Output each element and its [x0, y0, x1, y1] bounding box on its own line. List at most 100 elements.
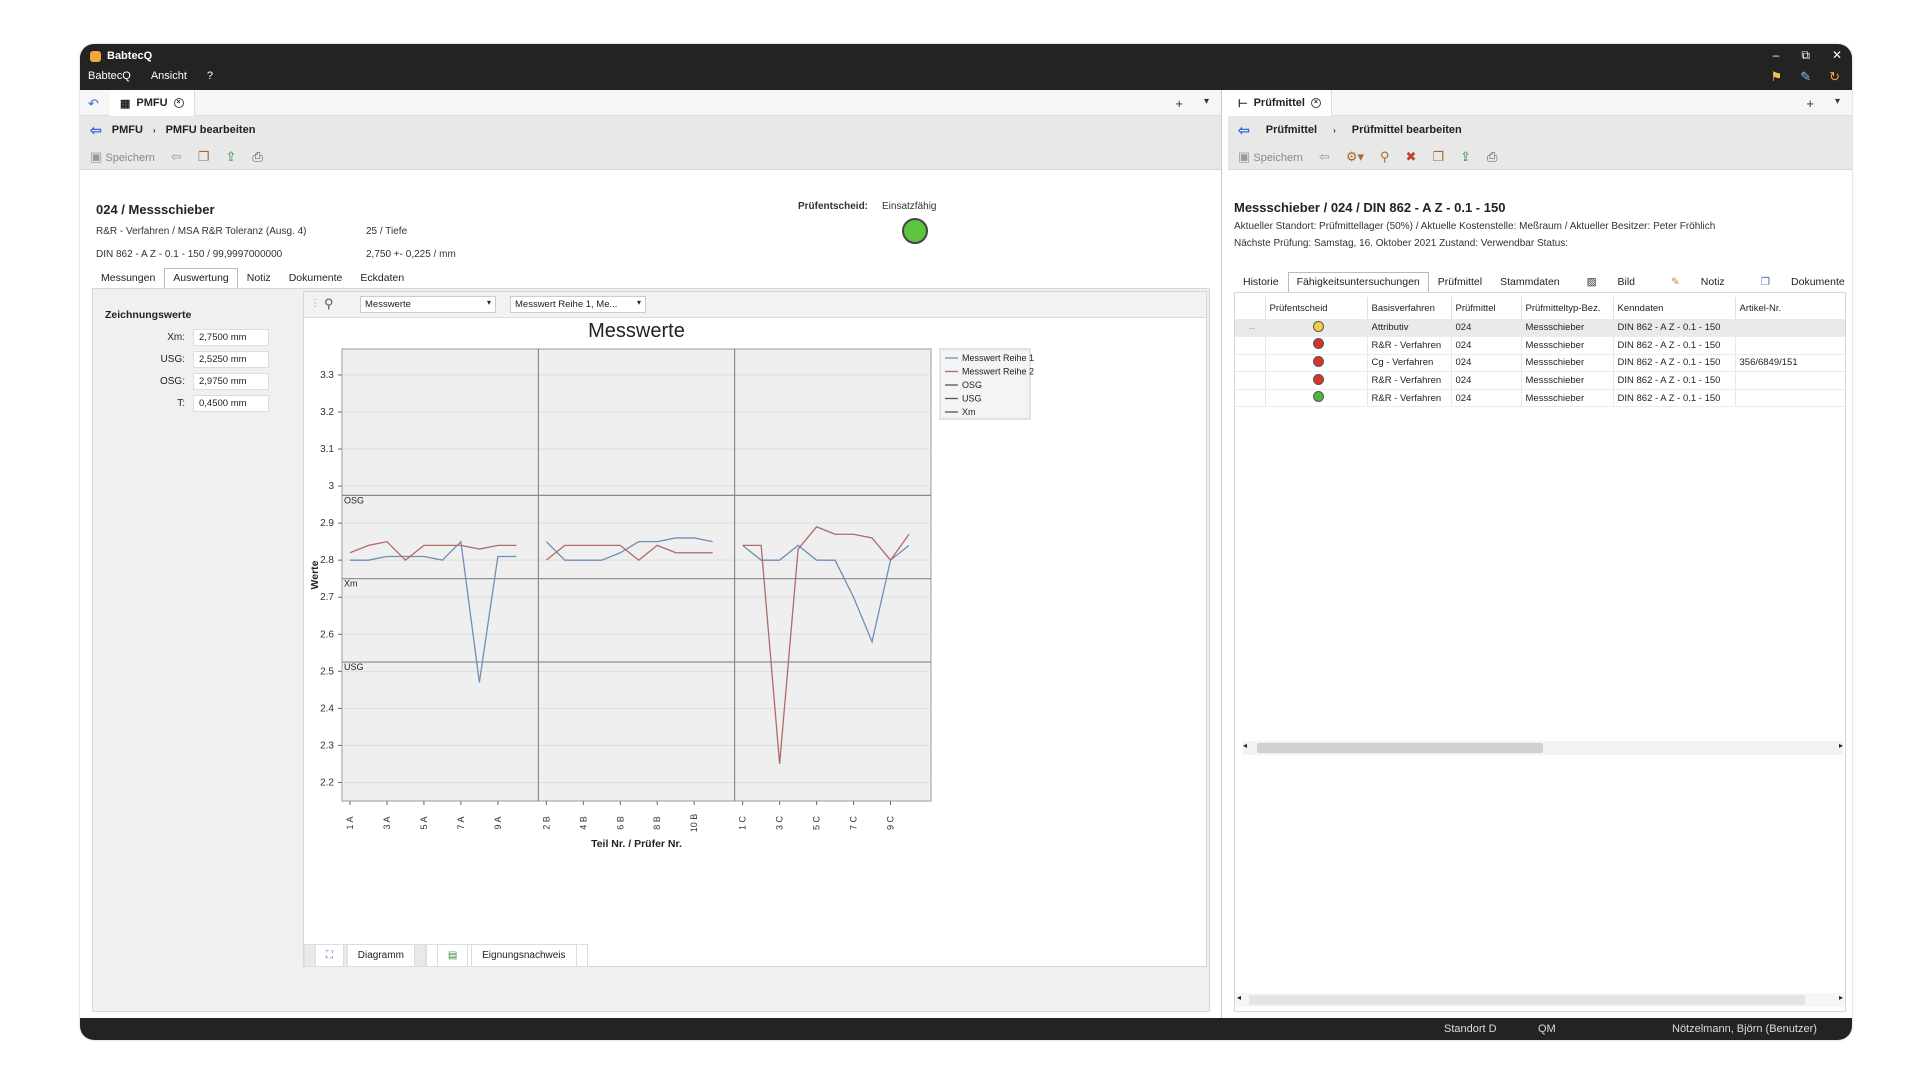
tab-notiz[interactable]: Notiz: [246, 272, 271, 284]
tab-dokumente[interactable]: Dokumente: [288, 272, 343, 284]
restore-button[interactable]: ⧉: [1801, 48, 1810, 62]
tab-menu-icon[interactable]: ▾: [1834, 96, 1840, 107]
status-cell: [1264, 354, 1367, 373]
copy-icon[interactable]: ❐: [1432, 148, 1445, 164]
column-header[interactable]: Prüfentscheid: [1264, 297, 1367, 319]
table-row[interactable]: → Attributiv 024 Messschieber DIN 862 - A Z …: [1235, 319, 1845, 338]
breadcrumb-item[interactable]: PMFU: [111, 124, 143, 136]
messwerte-chart: Messwerte 2.2 2.3 2.4 2.5 2.6 2.7 2.8 2.9 3 3.1 3.2…: [309, 320, 1034, 850]
back-arrow-icon[interactable]: ⇦: [1238, 121, 1250, 138]
tab-pmfu-label: PMFU: [136, 97, 168, 109]
table-horizontal-scrollbar[interactable]: ◂ ▸: [1243, 741, 1843, 755]
table-row[interactable]: Cg - Verfahren 024 Messschieber DIN 862 - A…: [1235, 354, 1845, 373]
search-icon[interactable]: ⚲: [1380, 148, 1390, 164]
right-subtabs: Historie Fähigkeitsuntersuchungen Prüfmi…: [1234, 272, 1852, 292]
chart-bottom-tabs: ⛶ Diagramm ▤ Eignungsnachweis: [304, 944, 588, 967]
undo-icon[interactable]: ⇦: [170, 148, 182, 164]
minimize-button[interactable]: –: [1772, 48, 1780, 62]
tab-notiz[interactable]: ✎ Notiz: [1653, 272, 1743, 292]
save-button[interactable]: ▣ Speichern: [1238, 149, 1303, 165]
save-label: Speichern: [105, 151, 155, 164]
tab-pmfu[interactable]: ▦ PMFU ×: [110, 90, 195, 116]
tab-faehigkeitsuntersuchungen[interactable]: Fähigkeitsuntersuchungen: [1287, 272, 1429, 292]
close-tab-icon[interactable]: ×: [173, 98, 184, 108]
tab-diagramm[interactable]: ⛶ Diagramm: [304, 944, 426, 967]
close-tab-icon[interactable]: ×: [1310, 98, 1321, 108]
scrollbar-thumb[interactable]: [1249, 995, 1805, 1005]
menu-help[interactable]: ?: [206, 70, 214, 82]
undo-icon[interactable]: ⇦: [1318, 148, 1330, 164]
y-tick-label: 3: [328, 481, 334, 492]
column-header[interactable]: Prüfmittel: [1450, 297, 1521, 319]
zoom-icon[interactable]: ⚲: [324, 296, 334, 311]
tab-label: Bild: [1617, 276, 1635, 288]
status-cell: [1264, 371, 1367, 390]
scroll-left-icon[interactable]: ◂: [1237, 993, 1242, 1002]
table-row[interactable]: R&R - Verfahren 024 Messschieber DIN 862 - …: [1235, 336, 1845, 355]
chart-type-dropdown[interactable]: Messwerte ▾: [360, 296, 496, 313]
tab-messungen[interactable]: Messungen: [101, 272, 156, 284]
tab-label: Notiz: [1700, 276, 1725, 288]
close-button[interactable]: ✕: [1831, 48, 1842, 62]
export-icon[interactable]: ⇪: [225, 148, 237, 164]
breadcrumb-item[interactable]: Prüfmittel: [1265, 124, 1318, 136]
add-tab-icon[interactable]: +: [1806, 96, 1814, 111]
pruefmittel-cell: 024: [1450, 389, 1521, 408]
tools-icon[interactable]: ⚙▾: [1345, 148, 1364, 164]
basisverfahren-cell: R&R - Verfahren: [1366, 336, 1451, 355]
copy-icon[interactable]: ❐: [197, 148, 210, 164]
tab-pruefmittel[interactable]: ⊢ Prüfmittel ×: [1228, 90, 1332, 116]
scroll-left-icon[interactable]: ◂: [1243, 741, 1248, 750]
table-row[interactable]: R&R - Verfahren 024 Messschieber DIN 862 - …: [1235, 371, 1845, 390]
tab-eignungsnachweis[interactable]: ▤ Eignungsnachweis: [425, 944, 588, 967]
edit-icon[interactable]: ✎: [1800, 69, 1812, 84]
navigation-icon[interactable]: ↶: [88, 96, 99, 111]
x-tick-label: 5 C: [812, 816, 822, 831]
menu-babtecq[interactable]: BabtecQ: [88, 70, 131, 82]
tab-bild[interactable]: ▨ Bild: [1569, 272, 1653, 292]
typ-cell: Messschieber: [1520, 389, 1613, 408]
field-value[interactable]: 2,5250 mm: [193, 351, 269, 368]
tab-stammdaten[interactable]: Stammdaten: [1500, 276, 1560, 288]
users-icon[interactable]: ⚑: [1770, 69, 1783, 84]
status-dot-icon: [1312, 355, 1324, 367]
column-header[interactable]: Kenndaten: [1612, 297, 1735, 319]
table-row[interactable]: R&R - Verfahren 024 Messschieber DIN 862 - …: [1235, 389, 1845, 408]
column-header[interactable]: Prüfmitteltyp-Bez.: [1520, 297, 1613, 319]
refresh-icon[interactable]: ↻: [1829, 69, 1840, 84]
tab-historie[interactable]: Historie: [1243, 276, 1279, 288]
artikel-cell: [1734, 389, 1845, 408]
field-value[interactable]: 2,9750 mm: [193, 373, 269, 390]
remove-icon[interactable]: ✖: [1405, 148, 1417, 164]
tab-menu-icon[interactable]: ▾: [1203, 96, 1209, 107]
scroll-right-icon[interactable]: ▸: [1838, 993, 1843, 1002]
series-dropdown[interactable]: Messwert Reihe 1, Me... ▾: [510, 296, 646, 313]
kenndaten-cell: DIN 862 - A Z - 0.1 - 150: [1612, 319, 1735, 338]
field-xm: Xm: 2,7500 mm: [93, 329, 269, 346]
menu-ansicht[interactable]: Ansicht: [150, 70, 187, 82]
artikel-cell: [1734, 371, 1845, 390]
scrollbar-thumb[interactable]: [1257, 743, 1543, 753]
column-header[interactable]: Artikel-Nr.: [1734, 297, 1845, 319]
back-arrow-icon[interactable]: ⇦: [90, 121, 102, 138]
print-icon[interactable]: ⎙: [252, 148, 263, 164]
status-dot-icon: [1312, 320, 1324, 332]
field-t: T: 0,4500 mm: [93, 395, 269, 412]
right-toolbar: ▣ Speichern ⇦ ⚙▾ ⚲ ✖ ❐ ⇪ ⎙: [1228, 144, 1852, 170]
tab-eckdaten[interactable]: Eckdaten: [360, 272, 405, 284]
tab-dokumente[interactable]: ❐ Dokumente: [1743, 272, 1852, 292]
scroll-right-icon[interactable]: ▸: [1838, 741, 1843, 750]
panel-horizontal-scrollbar[interactable]: ◂ ▸: [1235, 993, 1845, 1007]
field-value[interactable]: 0,4500 mm: [193, 395, 269, 412]
add-tab-icon[interactable]: +: [1175, 96, 1183, 111]
field-value[interactable]: 2,7500 mm: [193, 329, 269, 346]
export-icon[interactable]: ⇪: [1460, 148, 1471, 164]
basisverfahren-cell: Cg - Verfahren: [1366, 354, 1451, 373]
tab-pruefmittel-details[interactable]: Prüfmittel: [1437, 276, 1483, 288]
save-button[interactable]: ▣ Speichern: [90, 149, 155, 165]
print-icon[interactable]: ⎙: [1487, 148, 1498, 164]
column-header[interactable]: Basisverfahren: [1366, 297, 1451, 319]
reference-line-label: Xm: [344, 579, 358, 589]
legend-entry: Messwert Reihe 2: [962, 367, 1034, 377]
tab-auswertung[interactable]: Auswertung: [164, 268, 238, 288]
